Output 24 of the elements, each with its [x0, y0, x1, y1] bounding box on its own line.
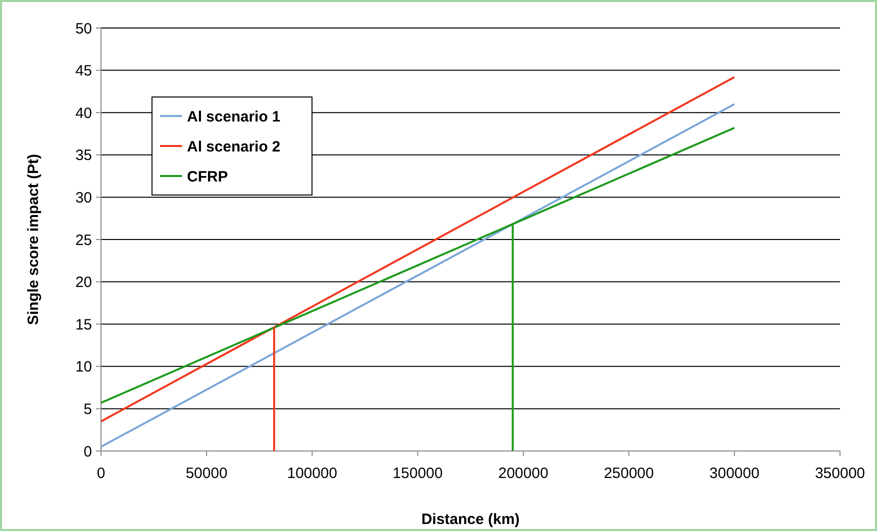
y-tick-label: 0	[84, 443, 92, 460]
y-tick-label: 30	[75, 189, 92, 206]
x-tick-label: 250000	[604, 465, 654, 482]
x-tick-label: 350000	[814, 465, 866, 482]
y-tick-label: 40	[75, 104, 92, 122]
y-tick-label: 25	[75, 232, 92, 249]
y-tick-label: 5	[84, 400, 92, 418]
y-tick-label: 45	[75, 62, 92, 80]
legend-label: CFRP	[187, 168, 228, 186]
x-tick-label: 0	[96, 465, 106, 482]
y-tick-label: 20	[75, 274, 92, 292]
x-tick-label: 200000	[498, 465, 548, 482]
y-tick-label: 15	[75, 316, 92, 334]
x-tick-label: 100000	[287, 465, 338, 482]
y-axis-title: Single score impact (Pt)	[25, 154, 42, 325]
y-tick-label: 50	[75, 20, 92, 38]
y-tick-label: 35	[75, 147, 92, 164]
legend-label: Al scenario 1	[187, 108, 280, 126]
x-tick-label: 300000	[709, 465, 760, 482]
x-tick-label: 50000	[186, 465, 228, 482]
x-axis-title: Distance (km)	[421, 511, 520, 528]
x-tick-label: 150000	[392, 465, 443, 482]
legend-label: Al scenario 2	[187, 138, 280, 156]
y-tick-label: 10	[75, 358, 92, 376]
